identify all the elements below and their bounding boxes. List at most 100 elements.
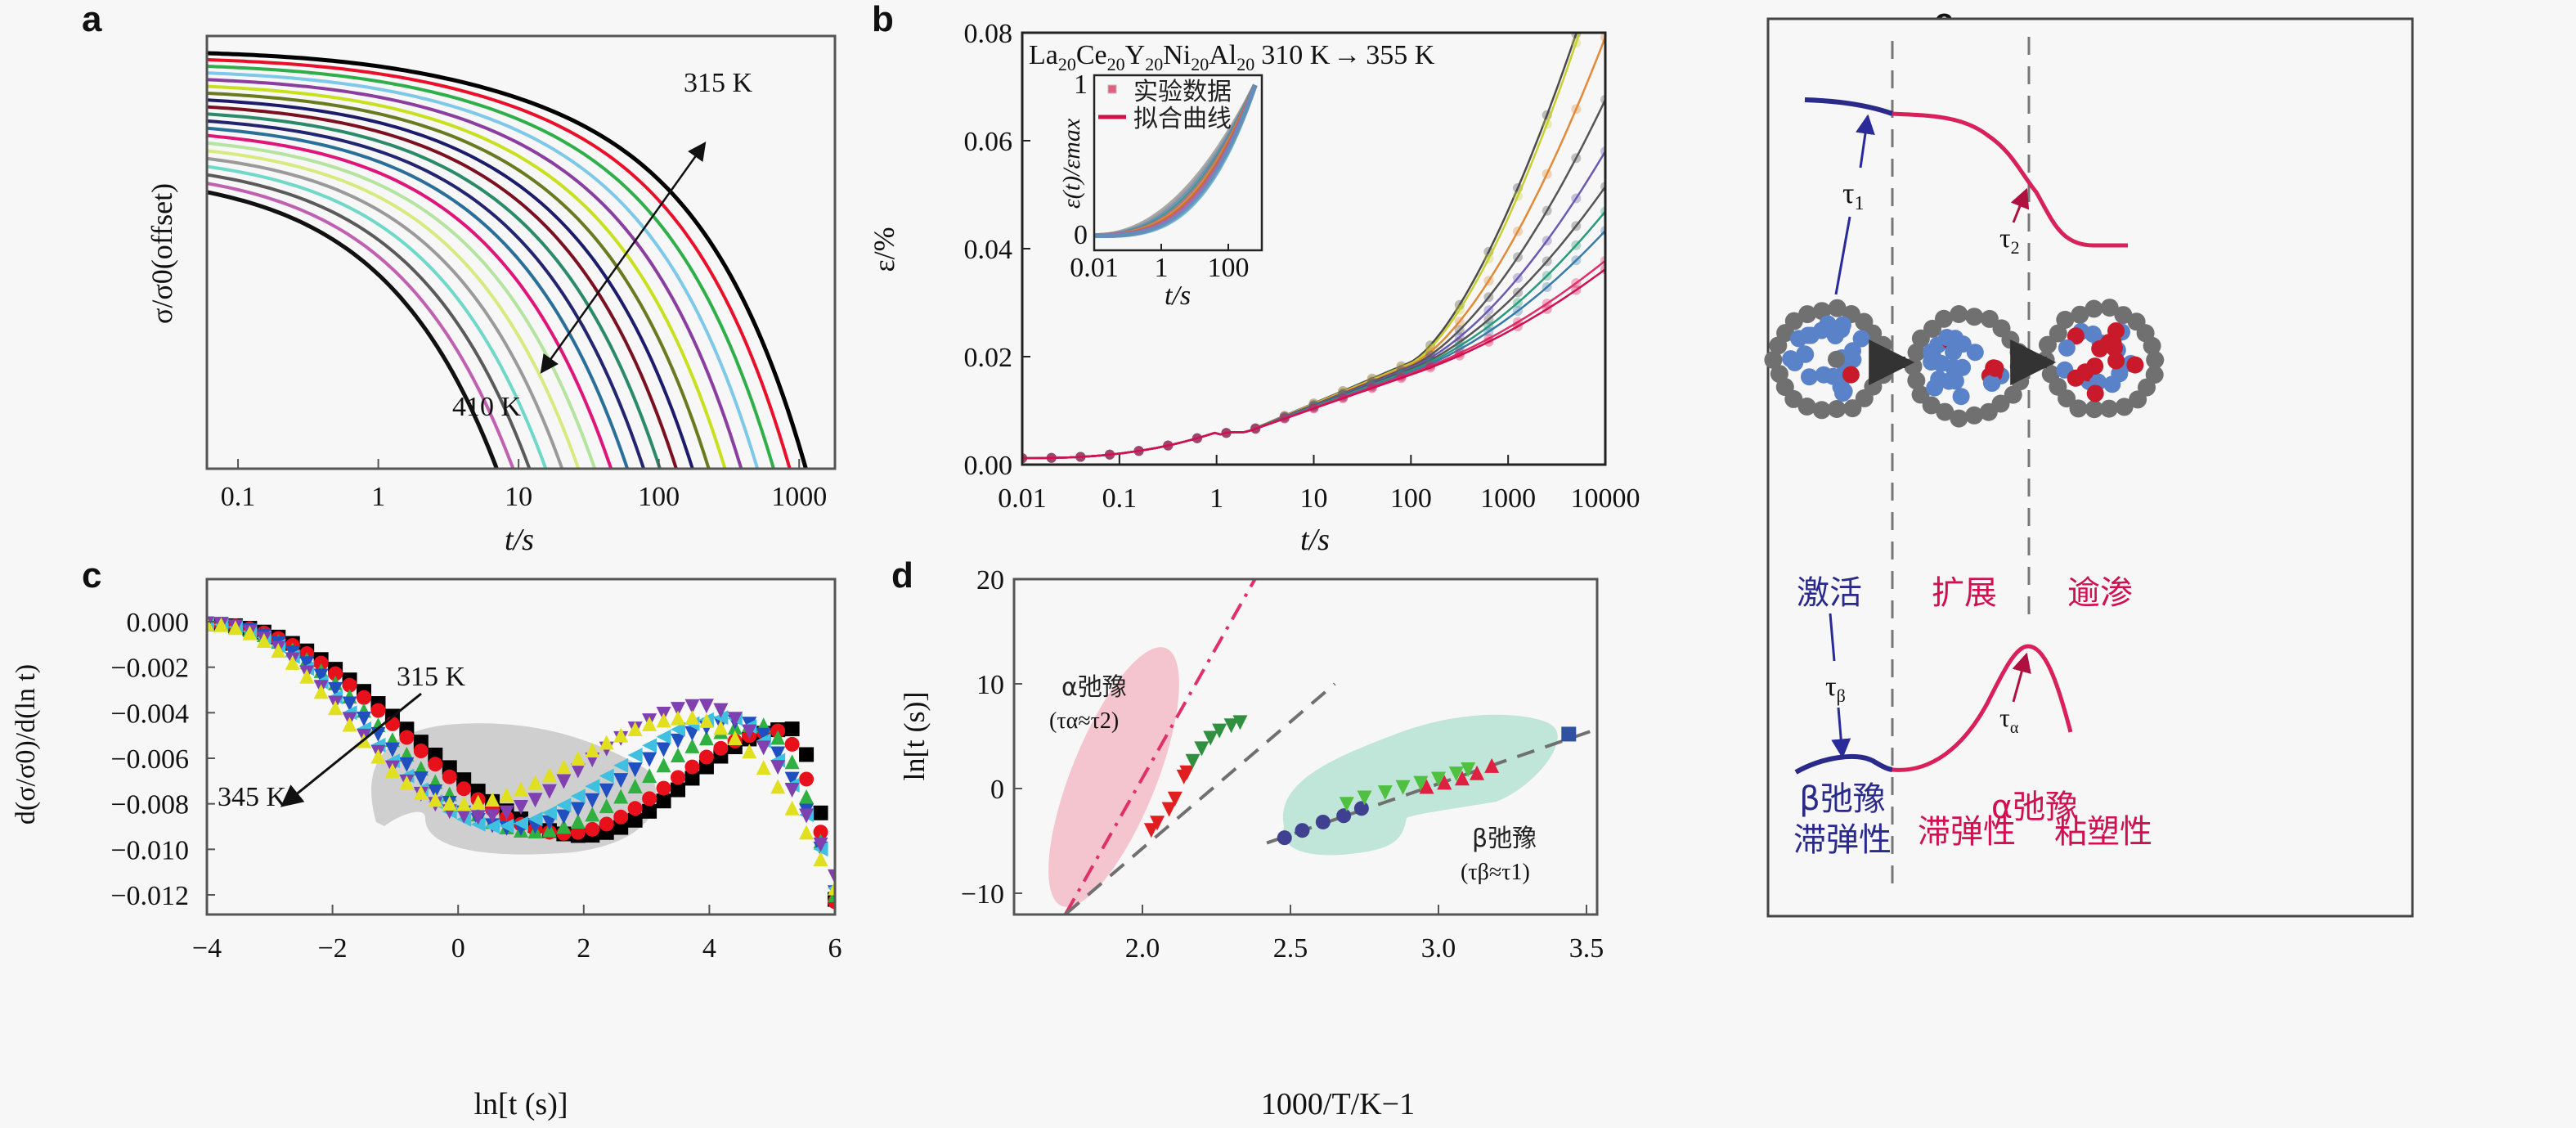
- matrix-atom: [2143, 336, 2161, 355]
- panel-d-frame: [1012, 577, 1599, 916]
- b-xtick-label: 10000: [1571, 483, 1640, 514]
- c-ytick-label: −0.012: [110, 881, 189, 911]
- matrix-atom: [1950, 409, 1968, 428]
- curve-a-355K: [207, 105, 679, 469]
- c-ytick-label: −0.010: [110, 835, 189, 865]
- c-point: [271, 643, 286, 658]
- c-point: [656, 793, 671, 809]
- c-point: [828, 880, 835, 896]
- panel-c-annotation-315K: 315 K: [397, 662, 466, 692]
- flow-atom: [2086, 357, 2104, 375]
- c-point: [428, 792, 443, 807]
- c-point: [684, 709, 700, 725]
- curve-a-375K: [207, 133, 613, 469]
- c-point: [756, 760, 771, 775]
- d-point: [1232, 715, 1248, 730]
- c-point: [213, 617, 229, 632]
- panel-c-annotation-345K: 345 K: [218, 782, 287, 812]
- c-point: [527, 811, 543, 827]
- c-point: [684, 738, 700, 753]
- d-point: [1161, 802, 1177, 817]
- c-point: [470, 794, 486, 810]
- curve-a-330K: [207, 71, 760, 469]
- c-point: [585, 821, 600, 837]
- c-point: [684, 759, 700, 775]
- d-point: [1353, 801, 1369, 816]
- matrix-atom: [1935, 309, 1953, 328]
- matrix-atom: [1828, 400, 1847, 418]
- panel-b-title: La20Ce20Y20Ni20Al20 310 K → 355 K: [1029, 40, 1435, 74]
- panel-c-ticks: −4 −2 0 2 4 6 0.000 −0.002 −0.004 −0.006 −0.008 −0.…: [110, 608, 841, 964]
- c-ytick-label: −0.008: [110, 790, 189, 820]
- d-xtick-label: 2.0: [1125, 933, 1160, 964]
- tau1-arrow: [1856, 114, 1875, 169]
- d-point: [1461, 762, 1476, 777]
- c-point: [556, 774, 572, 789]
- matrix-atom: [2129, 390, 2147, 409]
- curve-a-385K: [207, 149, 581, 469]
- c-point: [613, 727, 629, 743]
- c-point: [456, 796, 472, 811]
- a-xtick-label: 100: [638, 482, 680, 512]
- c-point: [541, 805, 557, 820]
- mobile-atom: [2111, 365, 2129, 383]
- panel-b-xlabel: t/s: [1300, 523, 1330, 557]
- mobile-atom: [1819, 315, 1837, 333]
- c-point: [784, 782, 800, 798]
- curve-a-340K: [207, 84, 727, 469]
- d-point: [1277, 830, 1292, 846]
- c-point: [613, 789, 629, 804]
- c-point: [642, 716, 657, 731]
- c-point: [642, 768, 657, 784]
- c-point: [328, 700, 343, 716]
- c-point: [756, 740, 771, 756]
- mobile-atom: [1815, 366, 1833, 384]
- panel-e-frame: [1766, 17, 2414, 918]
- matrix-atom: [1764, 351, 1783, 369]
- panel-a-x-ticks: 0.1 1 10 100 1000: [221, 459, 827, 512]
- inset-ytick-label: 1: [1074, 70, 1088, 100]
- a-xtick-label: 10: [505, 482, 532, 512]
- legend-label-fit: 拟合曲线: [1133, 105, 1232, 133]
- b-ytick-label: 0.02: [964, 343, 1013, 373]
- b-ytick-label: 0.08: [964, 19, 1013, 49]
- c-point: [642, 752, 657, 767]
- c-point: [784, 736, 800, 752]
- beta-annotation-sub: (τβ≈τ1): [1461, 860, 1530, 885]
- c-point: [627, 812, 643, 828]
- mobile-atom: [1945, 343, 1963, 361]
- inset-ylabel: ε(t)/εmax: [1058, 118, 1085, 209]
- c-point: [428, 757, 443, 772]
- panel-d: d 2.0 2.5 3.0 3.5 20 10 0 −10 1000/T/K−1 ln[t (…: [891, 555, 1604, 1121]
- c-point: [384, 742, 400, 757]
- mobile-atom: [1966, 344, 1984, 362]
- c-point: [227, 620, 243, 636]
- c-ytick-label: −0.002: [110, 654, 189, 684]
- tau1-lead-line: [1834, 216, 1851, 295]
- c-point: [627, 721, 643, 737]
- c-point: [656, 742, 671, 757]
- c-point: [770, 779, 786, 794]
- b-xtick-label: 1000: [1480, 483, 1536, 514]
- flow-atom: [2067, 327, 2085, 345]
- d-point: [1203, 730, 1218, 746]
- flow-atom: [2067, 369, 2085, 387]
- flow-atom: [2126, 356, 2144, 374]
- c-point: [556, 759, 572, 775]
- d-point: [1315, 814, 1331, 829]
- c-point: [585, 793, 600, 808]
- curve-a-335K: [207, 78, 743, 469]
- mobile-atom: [1944, 358, 1962, 376]
- matrix-atom: [2056, 310, 2075, 329]
- d-point: [1339, 797, 1354, 812]
- c-point: [756, 727, 771, 743]
- c-point: [456, 808, 472, 824]
- c-ytick-label: −0.006: [110, 744, 189, 775]
- c-point: [357, 711, 371, 726]
- b-xtick-label: 0.1: [1102, 483, 1138, 514]
- d-point: [1185, 753, 1200, 769]
- b-xtick-label: 1: [1209, 483, 1223, 514]
- c-point: [713, 703, 729, 718]
- flow-atom: [2105, 339, 2123, 357]
- beta-annotation: β弛豫: [1472, 825, 1537, 853]
